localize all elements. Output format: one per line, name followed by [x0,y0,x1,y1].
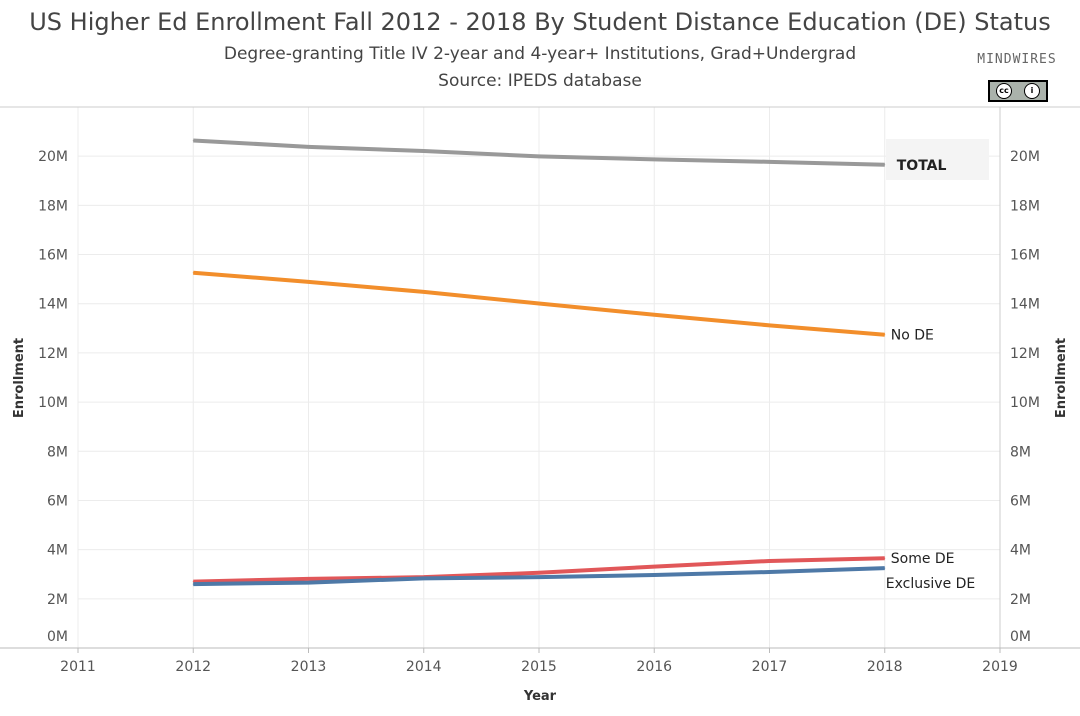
series-label-exclusive-de: Exclusive DE [886,576,976,592]
y-tick-label-left: 10M [38,395,68,411]
data-point-total [423,150,425,152]
chart-title: US Higher Ed Enrollment Fall 2012 - 2018… [29,8,1051,36]
data-point-no-de [653,314,655,316]
x-tick-label: 2011 [60,659,96,675]
y-tick-label-right: 6M [1010,493,1031,509]
x-axis: 2011 2012 2013 2014 2015 2016 2017 2018 2019 [60,648,1018,675]
data-point-exclusive-de [308,582,309,584]
total-label-box [886,139,989,180]
data-point-total [769,161,770,163]
x-tick-label: 2013 [291,659,327,675]
gridlines [77,107,1001,648]
y-tick-label-right: 16M [1010,248,1040,264]
y-tick-label-left: 12M [38,346,68,362]
series-label-some-de: Some DE [891,551,955,567]
chart-subtitle: Degree-granting Title IV 2-year and 4-ye… [223,44,857,64]
y-tick-label-right: 10M [1010,395,1040,411]
by-symbol-icon: i [1024,83,1040,99]
data-point-some-de [192,581,194,583]
x-tick-label: 2017 [752,659,788,675]
chart-source: Source: IPEDS database [438,71,642,91]
data-point-no-de [192,272,194,274]
cc-symbol-icon: cc [996,83,1012,99]
data-point-total [653,158,655,160]
x-tick-label: 2012 [175,659,211,675]
logo-brand-text: MINDWIRES [977,52,1057,67]
y-tick-label-left: 18M [38,198,68,214]
cc-license-icon: cc i [988,80,1048,102]
data-point-total [884,164,886,166]
y-axis-title-right: Enrollment [1054,338,1069,418]
series-lines [192,138,886,587]
data-point-exclusive-de [769,571,770,573]
data-point-no-de [884,334,886,336]
x-tick-label: 2018 [867,659,903,675]
y-tick-label-right: 2M [1010,592,1031,608]
y-tick-label-right: 14M [1010,297,1040,313]
y-tick-label-right: 12M [1010,346,1040,362]
y-tick-label-right: 4M [1010,543,1031,559]
data-point-some-de [308,578,309,580]
data-point-some-de [653,566,655,568]
y-tick-label-right: 0M [1010,629,1031,645]
x-tick-label: 2019 [982,659,1018,675]
data-point-total [308,146,309,148]
data-point-total [192,139,194,141]
y-tick-label-left: 4M [47,543,68,559]
y-axis-title-left: Enrollment [12,338,27,418]
y-axis-right: 0M 2M 4M 6M 8M 10M 12M 14M 16M 18M 20M [1010,149,1040,645]
y-tick-label-left: 14M [38,297,68,313]
series-label-total: TOTAL [897,158,947,174]
series-labels: TOTAL No DE Some DE Exclusive DE [886,158,976,592]
x-tick-label: 2014 [406,659,442,675]
data-point-exclusive-de [653,574,655,576]
data-point-some-de [769,560,770,562]
data-point-exclusive-de [538,576,540,578]
data-point-no-de [769,324,770,326]
y-tick-label-left: 8M [47,444,68,460]
mindwires-logo: MINDWIRES cc i [976,52,1058,106]
y-tick-label-left: 20M [38,149,68,165]
data-point-no-de [423,291,425,293]
x-tick-label: 2015 [521,659,557,675]
data-point-exclusive-de [423,577,425,579]
data-point-some-de [884,557,886,559]
y-tick-label-right: 18M [1010,198,1040,214]
y-tick-label-left: 2M [47,592,68,608]
data-point-exclusive-de [884,567,886,569]
x-axis-title: Year [523,689,557,704]
y-axis-left: 0M 2M 4M 6M 8M 10M 12M 14M 16M 18M 20M [38,149,68,645]
x-tick-label: 2016 [636,659,672,675]
data-point-exclusive-de [192,583,194,585]
series-label-no-de: No DE [891,328,934,344]
y-tick-label-right: 8M [1010,444,1031,460]
data-point-some-de [538,572,540,574]
data-point-total [538,155,540,157]
data-point-no-de [538,302,540,304]
data-point-no-de [308,281,309,283]
y-tick-label-left: 6M [47,493,68,509]
y-tick-label-left: 0M [47,629,68,645]
y-tick-label-right: 20M [1010,149,1040,165]
y-tick-label-left: 16M [38,248,68,264]
